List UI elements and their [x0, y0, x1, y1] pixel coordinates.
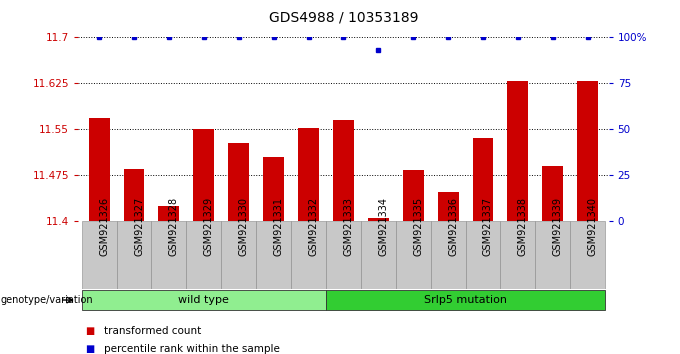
Bar: [438, 193, 458, 221]
Bar: [473, 138, 494, 221]
Text: ■: ■: [85, 326, 95, 336]
Text: transformed count: transformed count: [104, 326, 201, 336]
Bar: [542, 166, 563, 221]
Bar: [361, 221, 396, 289]
Bar: [577, 81, 598, 221]
Bar: [82, 290, 326, 310]
Bar: [88, 118, 109, 221]
Text: GSM921340: GSM921340: [588, 197, 598, 256]
Bar: [507, 81, 528, 221]
Text: genotype/variation: genotype/variation: [1, 295, 93, 304]
Bar: [193, 129, 214, 221]
Bar: [368, 218, 389, 221]
Bar: [221, 221, 256, 289]
Bar: [535, 221, 571, 289]
Text: ■: ■: [85, 344, 95, 354]
Bar: [333, 120, 354, 221]
Bar: [430, 221, 466, 289]
Text: GSM921330: GSM921330: [239, 197, 249, 256]
Text: GSM921332: GSM921332: [309, 197, 318, 256]
Bar: [396, 221, 430, 289]
Bar: [326, 290, 605, 310]
Text: wild type: wild type: [178, 295, 229, 304]
Text: GSM921334: GSM921334: [378, 197, 388, 256]
Text: GSM921327: GSM921327: [134, 197, 144, 256]
Text: GSM921333: GSM921333: [343, 197, 354, 256]
Bar: [326, 221, 361, 289]
Text: GSM921331: GSM921331: [273, 197, 284, 256]
Text: GSM921337: GSM921337: [483, 197, 493, 256]
Bar: [124, 169, 144, 221]
Bar: [158, 206, 180, 221]
Text: GSM921328: GSM921328: [169, 197, 179, 256]
Bar: [256, 221, 291, 289]
Text: Srlp5 mutation: Srlp5 mutation: [424, 295, 507, 304]
Bar: [116, 221, 152, 289]
Bar: [466, 221, 500, 289]
Text: GSM921335: GSM921335: [413, 197, 423, 256]
Text: GDS4988 / 10353189: GDS4988 / 10353189: [269, 11, 418, 25]
Text: percentile rank within the sample: percentile rank within the sample: [104, 344, 280, 354]
Bar: [263, 157, 284, 221]
Text: GSM921339: GSM921339: [553, 197, 563, 256]
Bar: [82, 221, 116, 289]
Bar: [152, 221, 186, 289]
Bar: [291, 221, 326, 289]
Text: GSM921329: GSM921329: [204, 197, 214, 256]
Text: GSM921338: GSM921338: [518, 197, 528, 256]
Bar: [186, 221, 221, 289]
Text: GSM921326: GSM921326: [99, 197, 109, 256]
Bar: [298, 128, 319, 221]
Text: GSM921336: GSM921336: [448, 197, 458, 256]
Bar: [500, 221, 535, 289]
Bar: [228, 143, 249, 221]
Bar: [403, 170, 424, 221]
Bar: [571, 221, 605, 289]
